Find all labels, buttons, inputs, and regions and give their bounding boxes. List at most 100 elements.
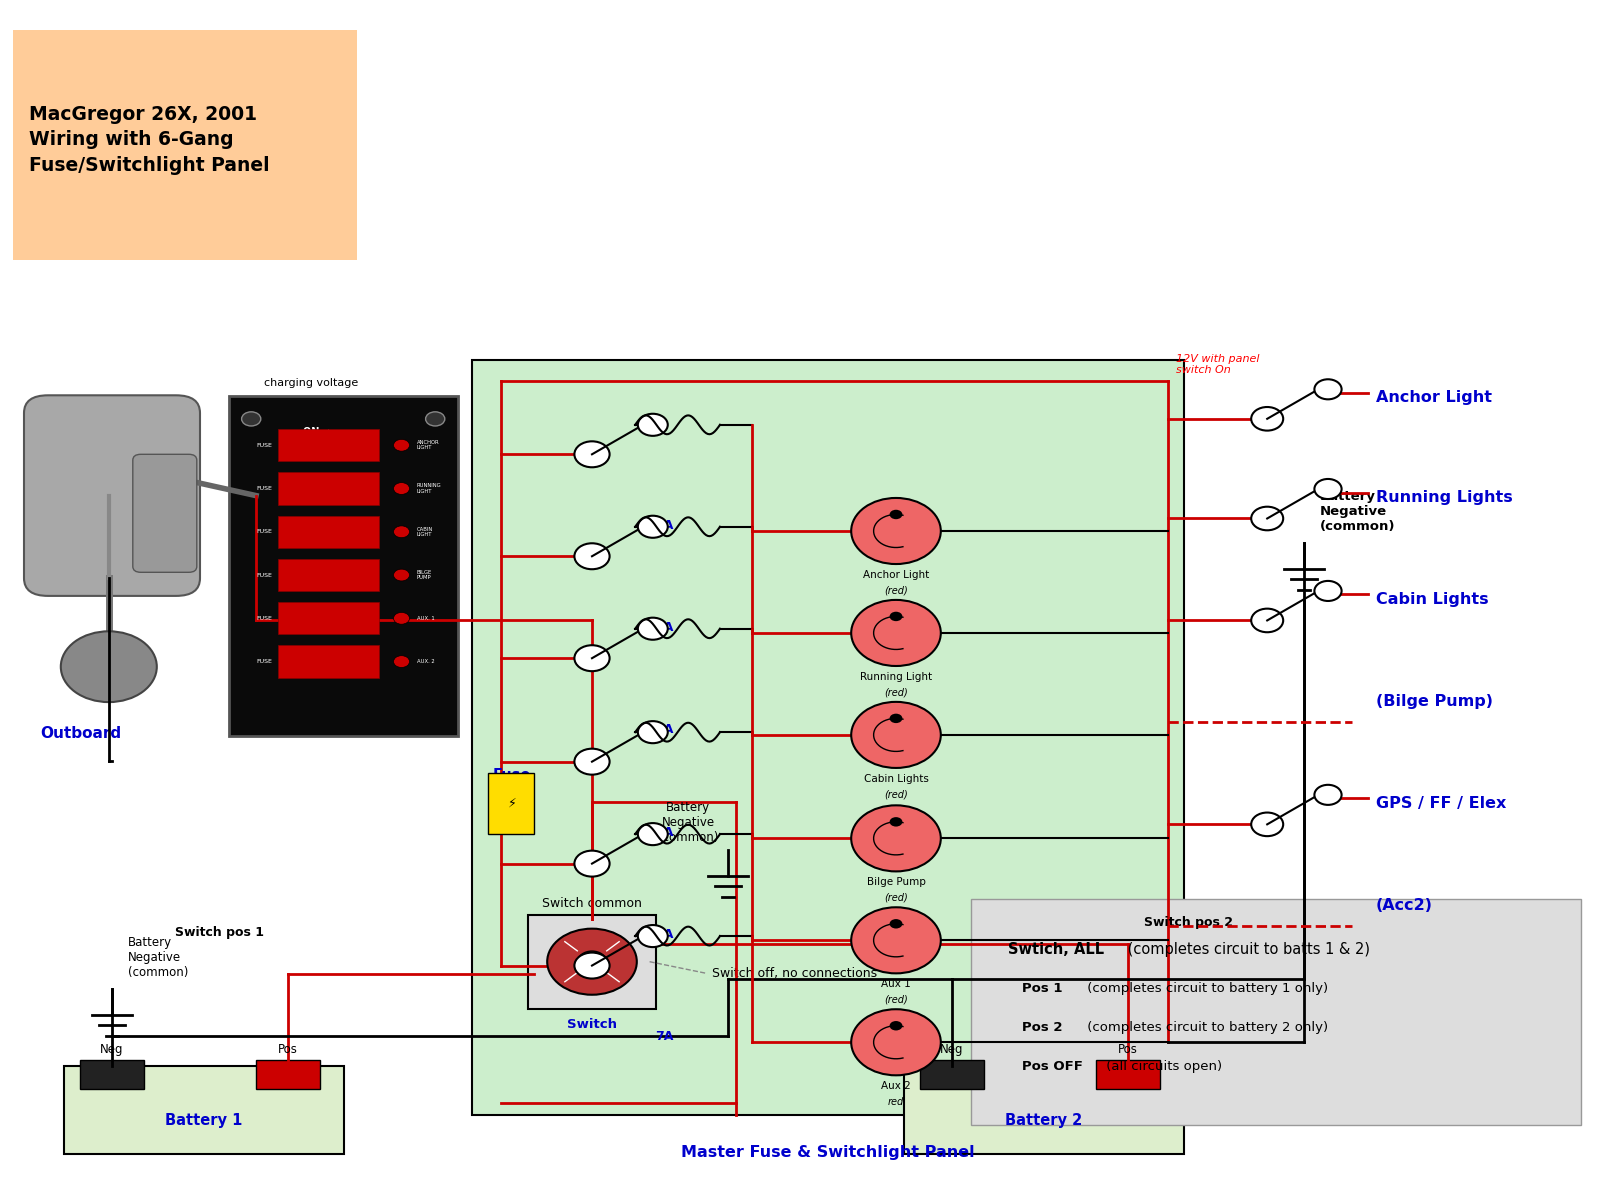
Text: Bilge Pump: Bilge Pump	[867, 877, 925, 887]
Text: MacGregor 26X, 2001
Wiring with 6-Gang
Fuse/Switchlight Panel: MacGregor 26X, 2001 Wiring with 6-Gang F…	[29, 105, 269, 175]
Circle shape	[426, 412, 445, 426]
Circle shape	[574, 748, 610, 774]
Text: Battery 1: Battery 1	[165, 1113, 243, 1128]
Circle shape	[61, 631, 157, 702]
FancyBboxPatch shape	[278, 602, 379, 635]
Text: GPS / FF / Elex: GPS / FF / Elex	[1376, 795, 1506, 811]
Text: (red): (red)	[885, 995, 907, 1004]
Circle shape	[574, 952, 610, 978]
Text: Switch pos 2: Switch pos 2	[1144, 916, 1234, 930]
Circle shape	[574, 851, 610, 877]
Circle shape	[574, 441, 610, 467]
Circle shape	[242, 412, 261, 426]
Circle shape	[1251, 609, 1283, 632]
Text: Aux 2: Aux 2	[882, 1081, 910, 1092]
Text: RUNNING
LIGHT: RUNNING LIGHT	[416, 484, 442, 493]
Circle shape	[851, 1009, 941, 1075]
Circle shape	[1315, 785, 1341, 805]
Text: Neg: Neg	[101, 1043, 123, 1056]
Text: 7A: 7A	[654, 621, 674, 634]
FancyBboxPatch shape	[133, 454, 197, 572]
Circle shape	[394, 439, 410, 451]
FancyBboxPatch shape	[528, 914, 656, 1009]
FancyBboxPatch shape	[80, 1060, 144, 1089]
Circle shape	[638, 414, 667, 435]
Text: Anchor Light: Anchor Light	[862, 570, 930, 579]
Text: Outboard: Outboard	[40, 726, 122, 741]
Text: 12V with panel
switch On: 12V with panel switch On	[1176, 354, 1259, 375]
Circle shape	[394, 569, 410, 581]
Text: ANCHOR
LIGHT: ANCHOR LIGHT	[416, 440, 440, 451]
Text: 7A: 7A	[654, 826, 674, 839]
Text: AUX. 1: AUX. 1	[416, 616, 434, 621]
Circle shape	[851, 907, 941, 974]
Text: 7A: 7A	[654, 722, 674, 735]
Circle shape	[394, 483, 410, 494]
Circle shape	[394, 656, 410, 668]
Text: (completes circuit to battery 2 only): (completes circuit to battery 2 only)	[1083, 1021, 1328, 1035]
Circle shape	[394, 612, 410, 624]
FancyBboxPatch shape	[278, 645, 379, 677]
Text: (completes circuit to battery 1 only): (completes circuit to battery 1 only)	[1083, 982, 1328, 996]
FancyBboxPatch shape	[256, 1060, 320, 1089]
Circle shape	[394, 526, 410, 538]
FancyBboxPatch shape	[278, 430, 379, 461]
FancyBboxPatch shape	[904, 1066, 1184, 1154]
Text: Switch: Switch	[566, 1018, 618, 1031]
FancyBboxPatch shape	[229, 396, 458, 736]
Text: charging voltage: charging voltage	[264, 379, 358, 388]
Text: (red): (red)	[885, 585, 907, 595]
Circle shape	[638, 516, 667, 538]
Text: Cabin Lights: Cabin Lights	[1376, 591, 1488, 607]
Text: 7A: 7A	[654, 518, 674, 532]
Text: ⚡: ⚡	[507, 796, 517, 811]
Text: BILGE
PUMP: BILGE PUMP	[416, 570, 432, 581]
Text: FUSE: FUSE	[256, 530, 272, 535]
Text: FUSE: FUSE	[256, 486, 272, 491]
Text: Master Fuse & Switchlight Panel: Master Fuse & Switchlight Panel	[682, 1145, 974, 1160]
Text: Pos 2: Pos 2	[1008, 1021, 1062, 1035]
Circle shape	[638, 617, 667, 640]
Text: (Bilge Pump): (Bilge Pump)	[1376, 694, 1493, 709]
Circle shape	[890, 714, 902, 723]
Circle shape	[1315, 479, 1341, 499]
Circle shape	[890, 510, 902, 519]
Text: FUSE: FUSE	[256, 572, 272, 577]
Text: Pos: Pos	[278, 1043, 298, 1056]
FancyBboxPatch shape	[278, 472, 379, 505]
Circle shape	[547, 929, 637, 995]
Circle shape	[1315, 379, 1341, 399]
FancyBboxPatch shape	[278, 559, 379, 591]
Text: AUX. 2: AUX. 2	[416, 660, 434, 664]
FancyBboxPatch shape	[64, 1066, 344, 1154]
Text: Aux 1: Aux 1	[882, 979, 910, 989]
Text: (red): (red)	[885, 892, 907, 903]
Circle shape	[638, 721, 667, 743]
Circle shape	[890, 611, 902, 621]
Text: Pos: Pos	[1118, 1043, 1138, 1056]
Text: Switch common: Switch common	[542, 897, 642, 910]
Text: red: red	[888, 1096, 904, 1107]
Circle shape	[638, 824, 667, 845]
Text: FUSE: FUSE	[256, 442, 272, 447]
FancyBboxPatch shape	[472, 360, 1184, 1115]
Text: Battery
Negative
(common): Battery Negative (common)	[1320, 491, 1395, 533]
Text: Running Lights: Running Lights	[1376, 490, 1512, 505]
Circle shape	[574, 645, 610, 671]
Circle shape	[851, 702, 941, 768]
Text: Swtich, ALL: Swtich, ALL	[1008, 943, 1104, 957]
FancyBboxPatch shape	[488, 773, 534, 834]
Text: (red): (red)	[885, 687, 907, 697]
FancyBboxPatch shape	[971, 899, 1581, 1125]
Text: 7A: 7A	[654, 1030, 674, 1043]
Circle shape	[851, 805, 941, 871]
Text: Cabin Lights: Cabin Lights	[864, 774, 928, 784]
FancyBboxPatch shape	[24, 395, 200, 596]
Circle shape	[890, 919, 902, 929]
Text: Battery
Negative
(common): Battery Negative (common)	[658, 801, 718, 844]
Circle shape	[574, 543, 610, 569]
Text: FUSE: FUSE	[256, 660, 272, 664]
Text: FUSE: FUSE	[256, 616, 272, 621]
Text: Switch off, no connections: Switch off, no connections	[712, 966, 877, 981]
Text: Pos OFF: Pos OFF	[1008, 1060, 1083, 1074]
